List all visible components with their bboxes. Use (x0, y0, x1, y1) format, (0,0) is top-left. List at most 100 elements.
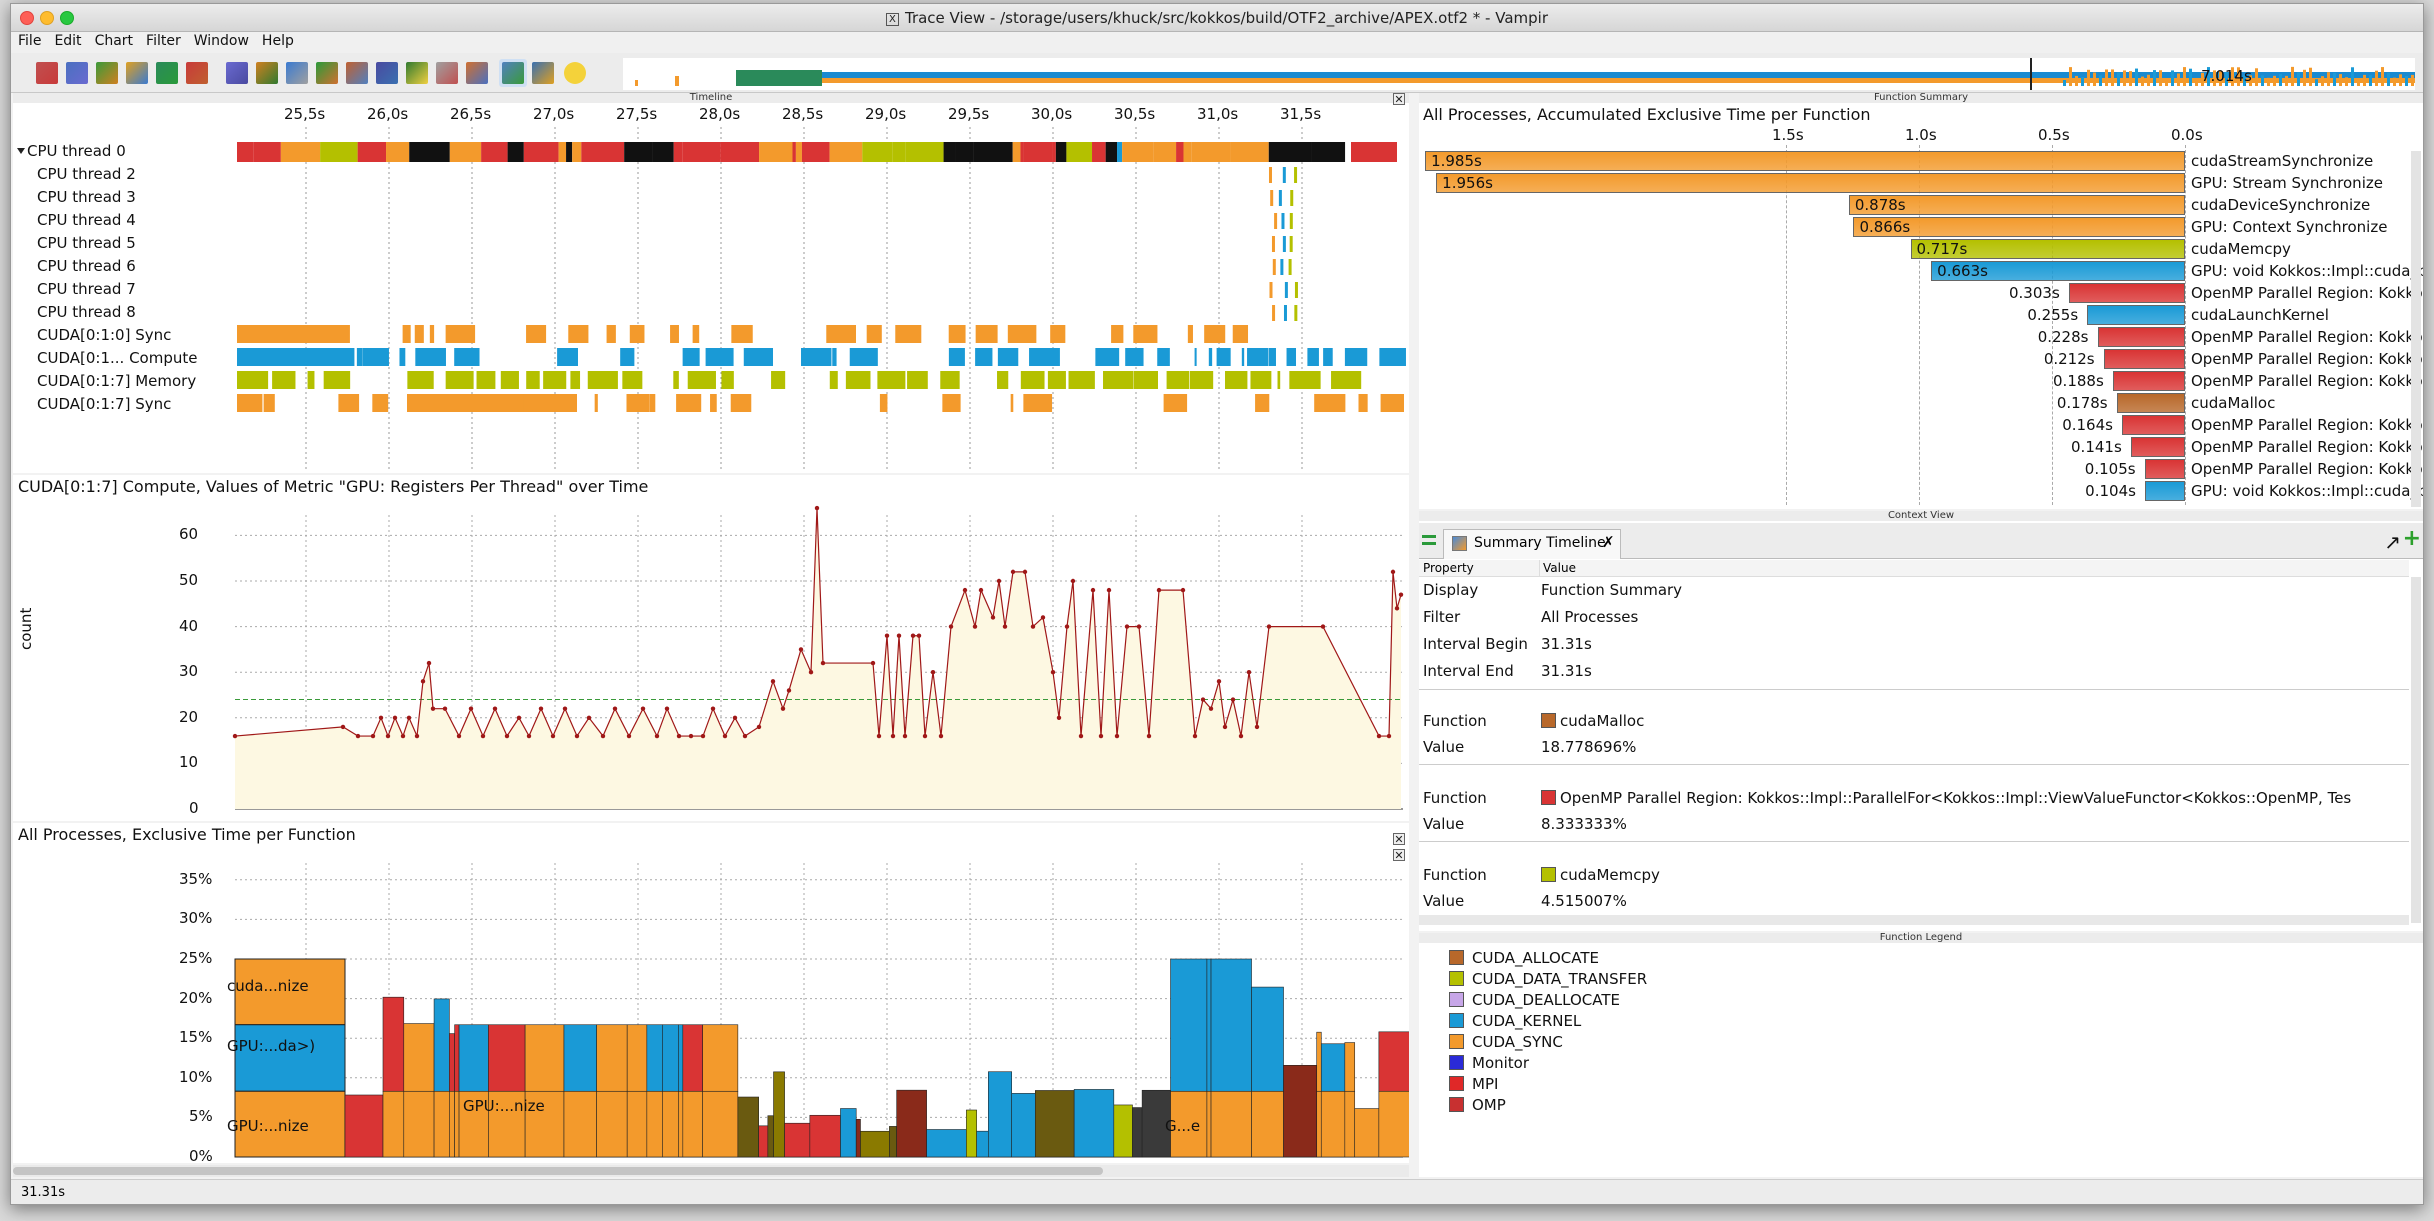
function-name-label[interactable]: OpenMP Parallel Region: Kokkos::...os_Op… (2191, 350, 2423, 368)
legend-item[interactable]: Monitor (1449, 1054, 1529, 1072)
timeline-row-label[interactable]: CPU thread 7 (37, 280, 136, 298)
metric-point (902, 733, 908, 739)
toolbar-chart-icon-13[interactable] (403, 59, 431, 87)
tab-list-icon[interactable] (1422, 535, 1436, 545)
function-name-label[interactable]: GPU: void Kokkos::Impl::cuda_para...kkos… (2191, 482, 2423, 500)
function-name-label[interactable]: OpenMP Parallel Region: Kokkos::...os_Op… (2191, 438, 2423, 456)
function-summary-scrollbar[interactable] (2411, 151, 2421, 507)
exclusive-plot[interactable] (13, 823, 1409, 1163)
function-name-label[interactable]: cudaDeviceSynchronize (2191, 196, 2371, 214)
zoom-window-button[interactable] (60, 11, 74, 25)
function-bar[interactable] (1853, 217, 2185, 237)
legend-item[interactable]: CUDA_DATA_TRANSFER (1449, 970, 1647, 988)
tab-close-icon[interactable]: ✗ (1602, 533, 1615, 551)
function-bar[interactable] (1436, 173, 2185, 193)
function-name-label[interactable]: cudaMemcpy (2191, 240, 2291, 258)
menu-help[interactable]: Help (261, 33, 294, 49)
function-bar[interactable] (1425, 151, 2185, 171)
menu-edit[interactable]: Edit (54, 33, 82, 49)
legend-item[interactable]: CUDA_SYNC (1449, 1033, 1563, 1051)
cuda-segment (649, 394, 656, 412)
toolbar-chart-icon-12[interactable] (373, 59, 401, 87)
function-bar[interactable] (2122, 415, 2185, 435)
timeline-row-label[interactable]: CPU thread 2 (37, 165, 136, 183)
toolbar-chart-icon-7[interactable] (223, 59, 251, 87)
menu-file[interactable]: File (18, 33, 42, 49)
function-name-label[interactable]: OpenMP Parallel Region: Kokkos::...os_Op… (2191, 284, 2423, 302)
toolbar-chart-icon-16[interactable] (499, 59, 527, 87)
function-bar[interactable] (2145, 481, 2185, 501)
function-bar[interactable] (2069, 283, 2185, 303)
timeline-row-label[interactable]: CPU thread 0 (27, 142, 126, 160)
timeline-row-label[interactable]: CPU thread 4 (37, 211, 136, 229)
timeline-row-label[interactable]: CUDA[0:1:7] Sync (37, 395, 172, 413)
toolbar-chart-icon-9[interactable] (283, 59, 311, 87)
function-bar[interactable] (1931, 261, 2185, 281)
timeline-row-label[interactable]: CPU thread 3 (37, 188, 136, 206)
menu-chart[interactable]: Chart (94, 33, 134, 49)
toolbar-chart-icon-10[interactable] (313, 59, 341, 87)
function-name-label[interactable]: cudaLaunchKernel (2191, 306, 2329, 324)
function-name-label[interactable]: cudaStreamSynchronize (2191, 152, 2374, 170)
function-name-label[interactable]: OpenMP Parallel Region: Kokkos::...os_Op… (2191, 416, 2423, 434)
tab-summary-timeline[interactable]: Summary Timeline ✗ (1443, 529, 1621, 559)
function-bar[interactable] (2087, 305, 2185, 325)
toolbar-chart-icon-3[interactable] (93, 59, 121, 87)
toolbar-chart-icon-1[interactable] (33, 59, 61, 87)
legend-item[interactable]: CUDA_KERNEL (1449, 1012, 1581, 1030)
close-window-button[interactable] (20, 11, 34, 25)
legend-item[interactable]: CUDA_ALLOCATE (1449, 949, 1599, 967)
function-bar[interactable] (2144, 459, 2185, 479)
function-bar[interactable] (1848, 195, 2185, 215)
metric-plot[interactable] (13, 475, 1409, 821)
context-hscrollbar[interactable] (1419, 915, 2409, 925)
timeline-row-label[interactable]: CUDA[0:1... Compute (37, 349, 198, 367)
metric-y-tick: 60 (179, 525, 199, 544)
function-name-label[interactable]: GPU: void Kokkos::Impl::cuda_pa...y<Kokk… (2191, 262, 2424, 280)
legend-item[interactable]: CUDA_DEALLOCATE (1449, 991, 1620, 1009)
toolbar-chart-icon-18[interactable] (561, 59, 589, 87)
minimize-window-button[interactable] (40, 11, 54, 25)
function-bar[interactable] (2131, 437, 2185, 457)
timeline-row-label[interactable]: CUDA[0:1:7] Memory (37, 372, 197, 390)
close-chart-icon-2[interactable]: ✕ (1393, 849, 1405, 862)
function-bar[interactable] (2113, 371, 2185, 391)
toolbar-chart-icon-15[interactable] (463, 59, 491, 87)
function-bar[interactable] (2116, 393, 2185, 413)
function-name-label[interactable]: GPU: Context Synchronize (2191, 218, 2388, 236)
function-name-label[interactable]: GPU: Stream Synchronize (2191, 174, 2383, 192)
context-scrollbar[interactable] (2411, 577, 2421, 923)
legend-item[interactable]: MPI (1449, 1075, 1498, 1093)
toolbar-chart-icon-6[interactable] (183, 59, 211, 87)
function-name-label[interactable]: OpenMP Parallel Region: Kokkos::...os_Op… (2191, 460, 2423, 478)
arrow-up-right-icon[interactable]: ↗ (2384, 530, 2401, 554)
add-plus-icon[interactable]: + (2402, 526, 2421, 551)
function-name-label[interactable]: OpenMP Parallel Region: Kokkos::...os_Op… (2191, 372, 2423, 390)
timeline-row-label[interactable]: CPU thread 5 (37, 234, 136, 252)
menu-window[interactable]: Window (193, 33, 249, 49)
timeline-row-label[interactable]: CPU thread 6 (37, 257, 136, 275)
toolbar-chart-icon-8[interactable] (253, 59, 281, 87)
close-timeline-icon[interactable]: ✕ (1393, 93, 1405, 106)
toolbar-chart-icon-11[interactable] (343, 59, 371, 87)
toolbar-chart-icon-17[interactable] (529, 59, 557, 87)
close-chart-icon[interactable]: ✕ (1393, 833, 1405, 846)
function-bar[interactable] (2103, 349, 2185, 369)
function-name-label[interactable]: OpenMP Parallel Region: Kokkos::...os_Op… (2191, 328, 2423, 346)
toolbar-chart-icon-4[interactable] (123, 59, 151, 87)
timeline-row-label[interactable]: CUDA[0:1:0] Sync (37, 326, 172, 344)
area-segment (524, 1024, 565, 1092)
menu-filter[interactable]: Filter (146, 33, 181, 49)
zoom-overview-strip[interactable]: 7.014s (623, 58, 2420, 90)
scrollbar-thumb[interactable] (13, 1167, 1103, 1175)
timeline-canvas[interactable] (13, 93, 1409, 473)
function-name-label[interactable]: cudaMalloc (2191, 394, 2276, 412)
toolbar-chart-icon-5[interactable] (153, 59, 181, 87)
function-bar[interactable] (1910, 239, 2185, 259)
toolbar-chart-icon-14[interactable] (433, 59, 461, 87)
timeline-row-label[interactable]: CPU thread 8 (37, 303, 136, 321)
legend-item[interactable]: OMP (1449, 1096, 1506, 1114)
function-bar[interactable] (2097, 327, 2185, 347)
toolbar-chart-icon-2[interactable] (63, 59, 91, 87)
horizontal-scrollbar[interactable] (13, 1165, 1409, 1177)
